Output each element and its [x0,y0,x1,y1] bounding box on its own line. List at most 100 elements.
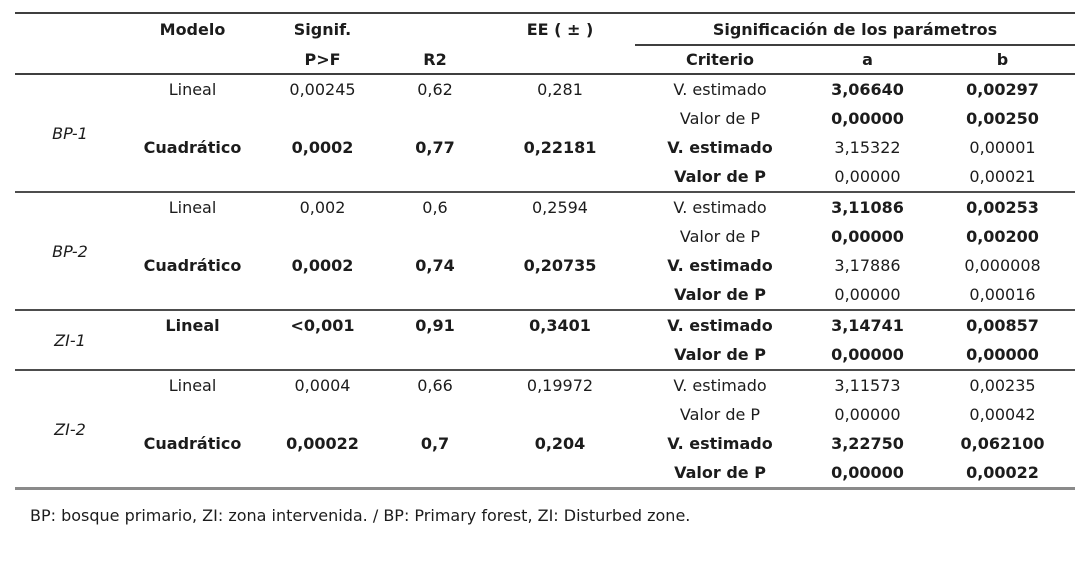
table-row: Valor de P 0,00000 0,00042 [15,400,1075,429]
spacer-cell [125,400,260,429]
col-header-b: b [930,45,1076,75]
criterio-cell: Valor de P [674,463,766,482]
r2-cell: 0,91 [385,309,485,340]
table-row: Valor de P 0,00000 0,00022 [15,458,1075,489]
table-row: Cuadrático 0,0002 0,77 0,22181 V. estimado 3,… [15,133,1075,162]
a-value-cell: 3,15322 [834,138,901,157]
spacer-cell [485,280,635,310]
r2-cell: 0,7 [420,434,450,453]
spacer-cell [385,162,485,192]
col-header-signif: Signif. [293,20,352,39]
a-value-cell: 0,00000 [831,345,904,364]
model-name-cell: Lineal [125,369,260,400]
spacer-cell [485,222,635,251]
table-row: Valor de P 0,00000 0,00250 [15,104,1075,133]
spacer-cell [385,458,485,489]
b-value-cell: 0,000008 [964,256,1041,275]
ee-cell: 0,204 [534,434,586,453]
spacer-cell [385,340,485,370]
col-header-modelo: Modelo [159,20,226,39]
b-value-cell: 0,00250 [966,109,1039,128]
r2-cell: 0,6 [385,191,485,222]
signif-cell: 0,0004 [260,369,385,400]
a-value-cell: 0,00000 [831,109,904,128]
criterio-cell: V. estimado [635,369,805,400]
table-row: Valor de P 0,00000 0,00000 [15,340,1075,370]
spacer-cell [385,280,485,310]
b-value-cell: 0,00235 [930,369,1076,400]
b-value-cell: 0,00200 [966,227,1039,246]
table-row: Cuadrático 0,00022 0,7 0,204 V. estimado 3,22… [15,429,1075,458]
criterio-cell: Valor de P [674,167,766,186]
spacer-header [125,45,260,75]
spacer-cell [485,340,635,370]
col-header-r2: R2 [385,45,485,75]
b-value-cell: 0,00857 [930,309,1076,340]
a-value-cell: 0,00000 [834,405,901,424]
spacer-cell [125,340,260,370]
spacer-cell [260,162,385,192]
spacer-cell [125,222,260,251]
zone-label: BP-1 [52,123,88,143]
criterio-cell: Valor de P [679,227,761,246]
zone-label: ZI-1 [15,309,125,370]
b-value-cell: 0,00297 [966,80,1039,99]
spacer-cell [260,340,385,370]
signif-cell: 0,00245 [289,80,356,99]
ee-cell: 0,281 [537,80,583,99]
criterio-cell: V. estimado [635,191,805,222]
a-value-cell: 0,00000 [831,463,904,482]
a-value-cell: 3,14741 [805,309,930,340]
spacer-cell [260,400,385,429]
spacer-cell [260,222,385,251]
spacer-cell [125,458,260,489]
model-name-cell: Lineal [168,80,217,99]
spacer-cell [485,458,635,489]
model-name-cell: Lineal [125,191,260,222]
signif-cell: 0,002 [260,191,385,222]
table-row: Valor de P 0,00000 0,00200 [15,222,1075,251]
b-value-cell: 0,00016 [969,285,1036,304]
r2-cell: 0,74 [415,256,455,275]
ee-cell: 0,22181 [523,138,597,157]
criterio-cell: Valor de P [679,109,761,128]
a-value-cell: 0,00000 [834,285,901,304]
b-value-cell: 0,00021 [969,167,1036,186]
a-value-cell: 0,00000 [831,227,904,246]
criterio-cell: Valor de P [674,285,766,304]
spacer-cell [485,400,635,429]
zone-label: ZI-2 [15,369,125,489]
spacer-cell [260,280,385,310]
results-table: Modelo Signif. EE ( ± ) Significación de… [15,12,1076,490]
b-value-cell: 0,00022 [966,463,1039,482]
col-header-criterio: Criterio [635,45,805,75]
table-header: Modelo Signif. EE ( ± ) Significación de… [15,13,1076,75]
spacer-cell [485,104,635,133]
spacer-cell [125,162,260,192]
model-name-cell: Lineal [125,309,260,340]
zone-column-header [15,13,125,45]
ee-cell: 0,19972 [485,369,635,400]
b-value-cell: 0,062100 [960,434,1045,453]
r2-cell: 0,66 [385,369,485,400]
criterio-cell: V. estimado [667,138,773,157]
spacer-cell [125,104,260,133]
a-value-cell: 3,22750 [831,434,904,453]
criterio-cell: V. estimado [667,434,773,453]
b-value-cell: 0,00042 [969,405,1036,424]
criterio-cell: V. estimado [673,80,767,99]
table-row: ZI-1 Lineal <0,001 0,91 0,3401 V. estimado 3,1… [15,309,1076,370]
header-row-2: P>F R2 Criterio a b [15,45,1076,75]
signif-cell: <0,001 [260,309,385,340]
col-header-pf: P>F [260,45,385,75]
signif-cell: 0,00022 [286,434,359,453]
signif-cell: 0,0002 [291,138,354,157]
table-row: Valor de P 0,00000 0,00016 [15,280,1075,310]
r2-cell: 0,77 [415,138,455,157]
spacer-cell [385,222,485,251]
a-value-cell: 3,06640 [831,80,904,99]
spacer-cell [125,280,260,310]
criterio-cell: Valor de P [679,405,761,424]
spacer-header [385,13,485,45]
col-header-sig-params: Significación de los parámetros [635,13,1076,46]
